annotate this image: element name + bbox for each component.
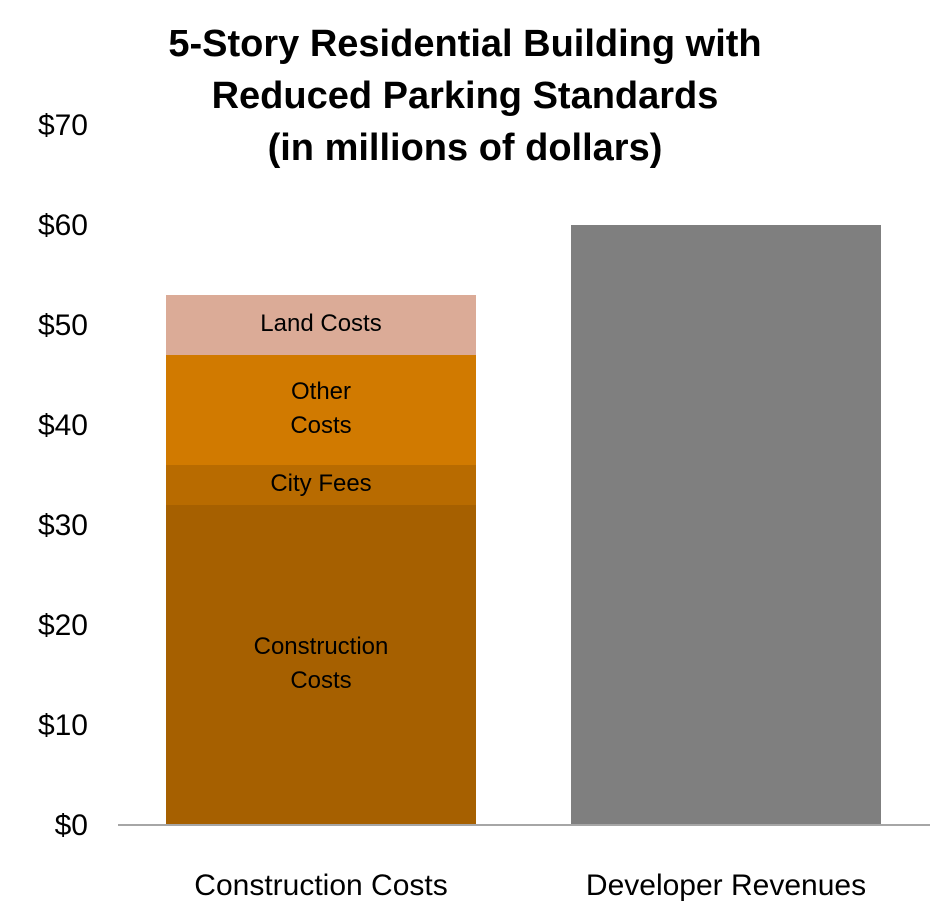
segment-label: Land Costs: [260, 310, 381, 337]
y-tick-label: $50: [38, 309, 88, 342]
segment-label-line: Costs: [290, 412, 351, 439]
y-tick-label: $70: [38, 109, 88, 142]
chart-title: 5-Story Residential Building with Reduce…: [168, 23, 762, 117]
bar-segment: [166, 355, 476, 465]
segment-label: City Fees: [270, 470, 371, 497]
y-tick-label: $60: [38, 209, 88, 242]
segment-label-name: Land Costs: [260, 310, 381, 337]
title-block: 5-Story Residential Building with Reduce…: [140, 18, 790, 174]
segment-label-line: Costs: [290, 667, 351, 694]
bar-segment: [166, 465, 476, 505]
segment-label: Construction Costs: [254, 633, 389, 694]
segment-label-name: City Fees: [270, 470, 371, 497]
y-tick-label: $20: [38, 609, 88, 642]
y-tick-label: $0: [55, 809, 88, 842]
x-tick-label: Construction Costs: [194, 869, 447, 902]
chart-subtitle: (in millions of dollars): [267, 127, 663, 169]
bar-segment: [571, 225, 881, 825]
segment-label-line: Other: [291, 378, 351, 405]
x-tick-label: Developer Revenues: [586, 869, 866, 902]
bar-segment: [166, 505, 476, 825]
y-tick-label: $30: [38, 509, 88, 542]
bar-segment: [166, 295, 476, 355]
y-tick-label: $40: [38, 409, 88, 442]
y-tick-label: $10: [38, 709, 88, 742]
segment-label-line: Construction: [254, 633, 389, 660]
segment-label: Other Costs: [290, 378, 351, 439]
